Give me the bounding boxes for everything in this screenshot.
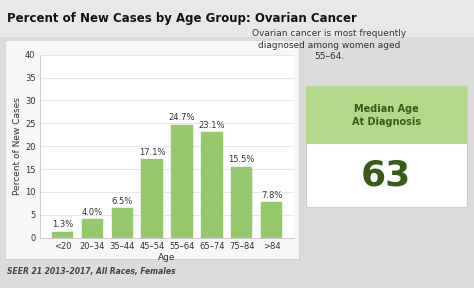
Bar [231,167,253,238]
Bar [111,208,133,238]
Bar [261,202,283,238]
Bar [52,232,73,238]
Text: 1.3%: 1.3% [52,220,73,229]
Bar [141,160,163,238]
Text: 7.8%: 7.8% [261,191,283,200]
Text: Ovarian cancer is most frequently
diagnosed among women aged
55–64.: Ovarian cancer is most frequently diagno… [252,29,407,61]
Text: 24.7%: 24.7% [169,113,195,122]
Text: 63: 63 [361,159,411,193]
Bar [171,125,193,238]
Text: 17.1%: 17.1% [139,148,165,157]
Text: Median Age
At Diagnosis: Median Age At Diagnosis [352,104,421,127]
Bar [201,132,223,238]
Text: 6.5%: 6.5% [112,197,133,206]
Text: Percent of New Cases by Age Group: Ovarian Cancer: Percent of New Cases by Age Group: Ovari… [7,12,357,25]
Y-axis label: Percent of New Cases: Percent of New Cases [13,97,22,195]
Text: 23.1%: 23.1% [199,121,225,130]
Text: 4.0%: 4.0% [82,208,103,217]
Bar [82,219,103,238]
X-axis label: Age: Age [158,253,176,262]
Text: 15.5%: 15.5% [228,156,255,164]
Text: SEER 21 2013–2017, All Races, Females: SEER 21 2013–2017, All Races, Females [7,268,175,276]
